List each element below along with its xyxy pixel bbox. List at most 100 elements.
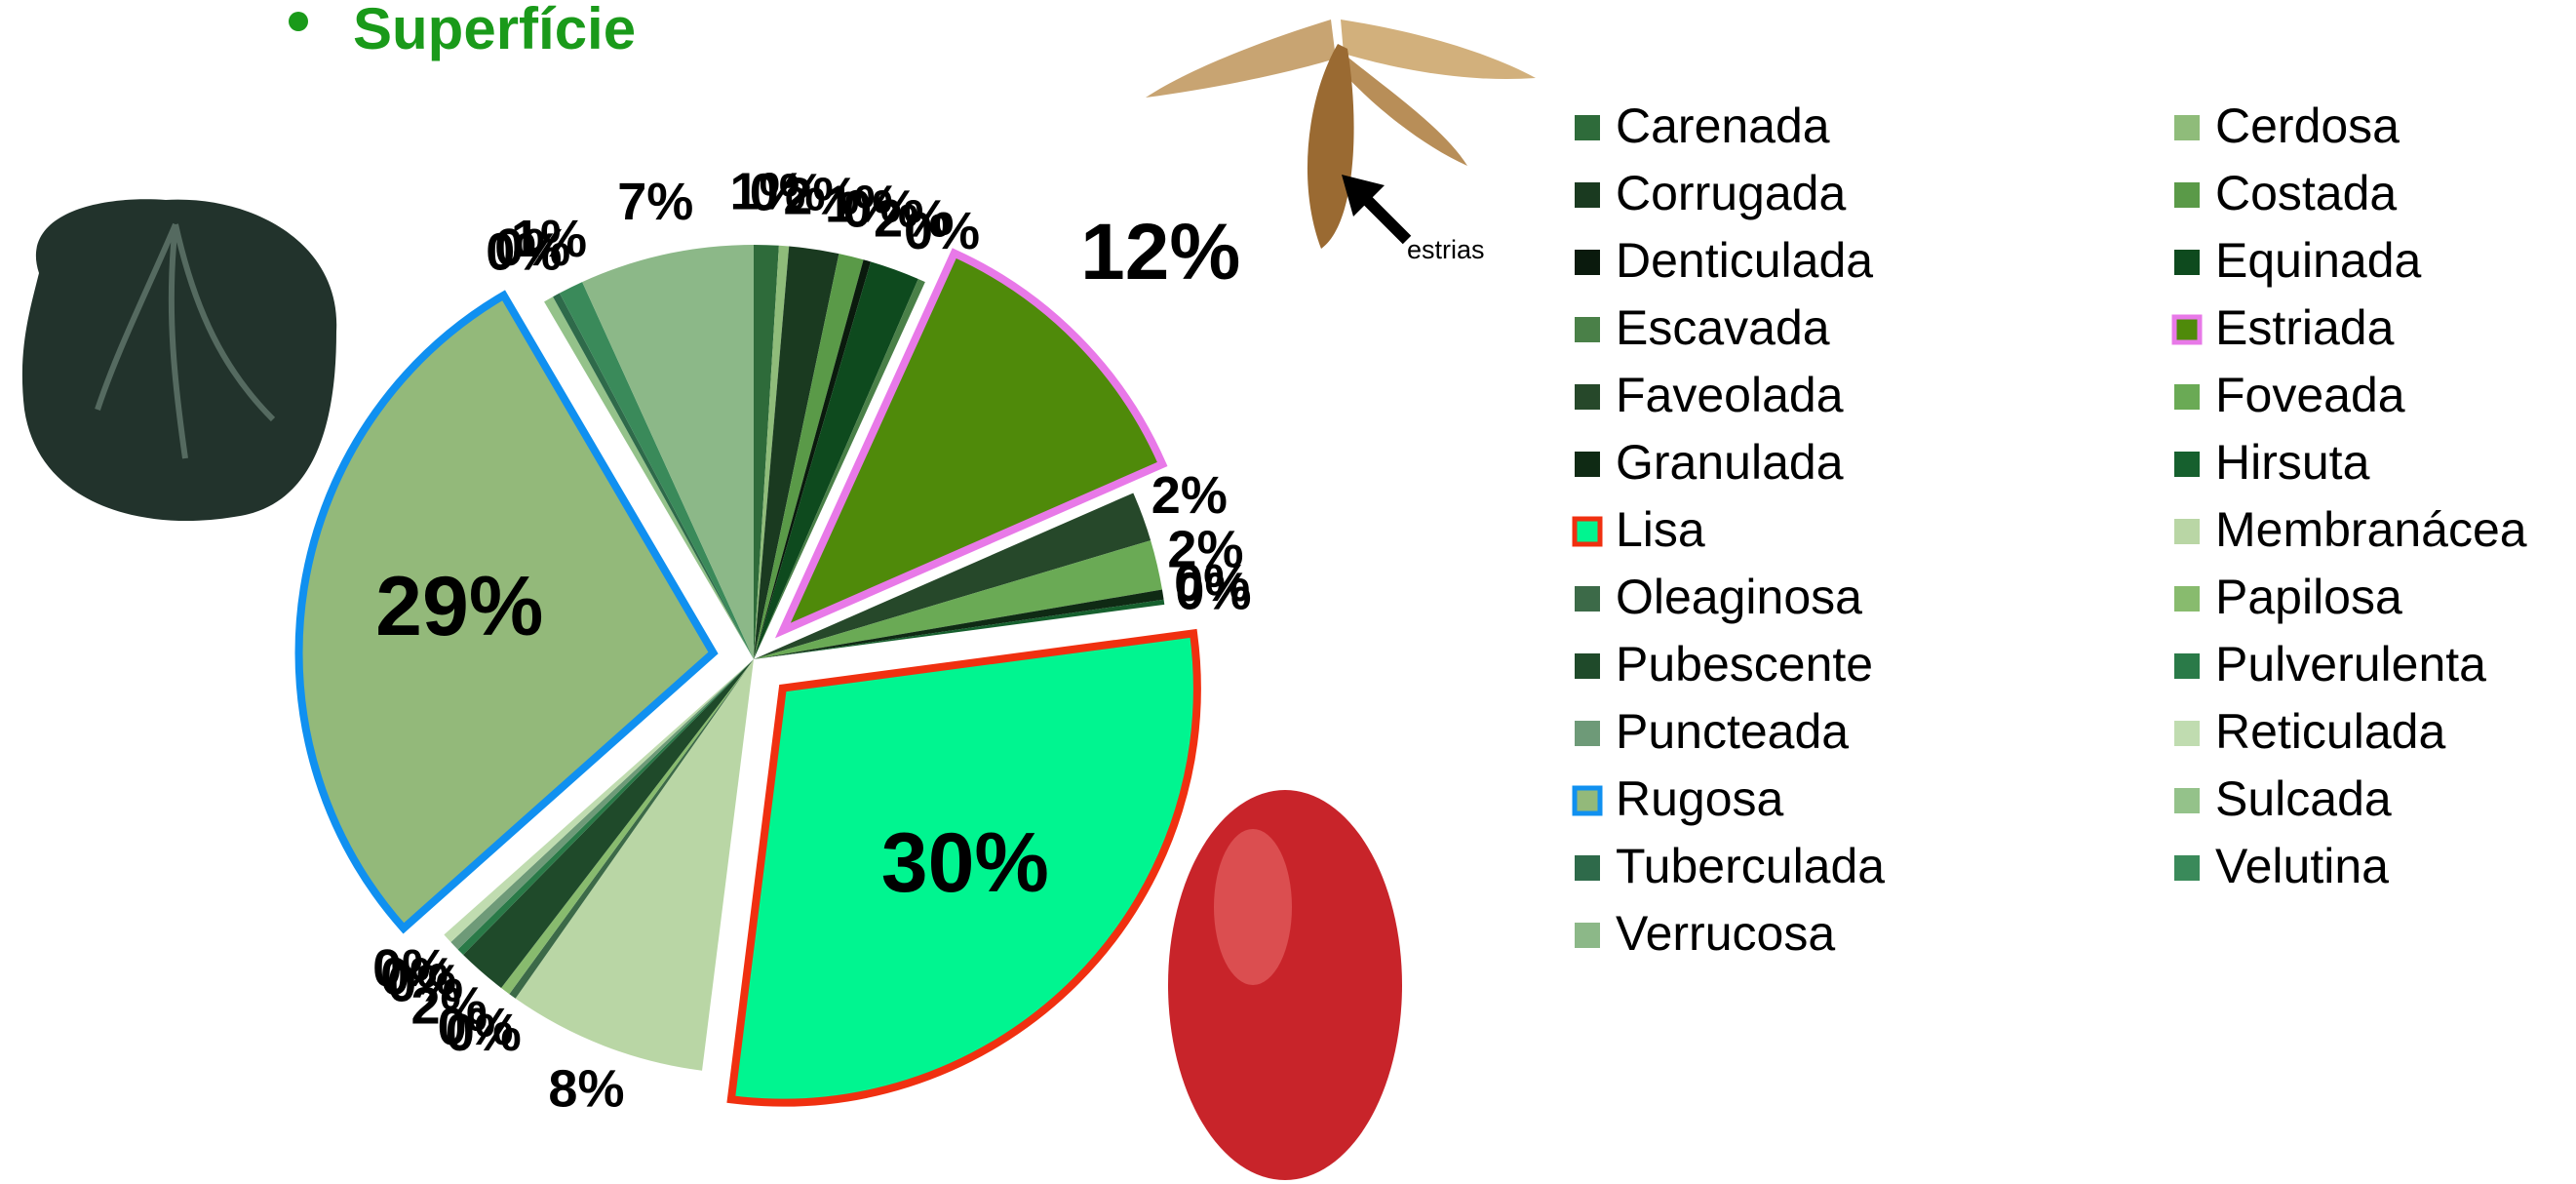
seed-wing — [1338, 49, 1467, 166]
pie-slice — [544, 296, 754, 659]
legend-label: Hirsuta — [2215, 435, 2370, 490]
legend-label: Sulcada — [2215, 771, 2392, 826]
seed-highlight — [1214, 829, 1292, 985]
pie-slice — [559, 282, 754, 659]
legend-label: Puncteada — [1616, 704, 1849, 759]
legend-label: Costada — [2215, 166, 2397, 220]
data-label: 0% — [438, 998, 514, 1056]
pie-slice — [450, 659, 754, 950]
legend-label: Pulverulenta — [2215, 637, 2486, 691]
pie-slice — [754, 245, 779, 659]
annotation: estrias — [1407, 235, 1485, 264]
legend-swatch — [2174, 788, 2200, 813]
data-label: 0% — [446, 1004, 522, 1062]
seed-image-dark — [21, 199, 337, 522]
data-label: 30% — [881, 816, 1049, 910]
data-label: 1% — [825, 176, 901, 234]
legend-swatch — [2171, 314, 2203, 345]
pie-slice — [754, 261, 918, 659]
pie — [294, 245, 1201, 1107]
legend-label: Membranácea — [2215, 502, 2527, 557]
pie-slice — [582, 245, 754, 659]
legend-swatch — [1575, 452, 1600, 477]
data-label: 0% — [494, 218, 570, 277]
seed-texture — [95, 222, 276, 459]
legend: Carenada Cerdosa Corrugada Costada Denticula… — [1572, 99, 2527, 961]
data-label: 0% — [372, 939, 449, 998]
pie-slice — [509, 659, 754, 999]
legend-swatch — [2174, 721, 2200, 746]
legend-label: Cerdosa — [2215, 99, 2400, 153]
pie-slice — [754, 259, 872, 659]
data-label: 2% — [783, 167, 859, 225]
legend-swatch — [2174, 182, 2200, 208]
legend-swatch — [1575, 721, 1600, 746]
legend-swatch — [1575, 250, 1600, 275]
pie-slice — [754, 493, 1151, 659]
legend-swatch — [1572, 516, 1603, 547]
data-label: 2% — [1167, 521, 1243, 579]
data-label: 0% — [842, 179, 918, 238]
data-label: 2% — [1151, 466, 1228, 525]
legend-label: Granulada — [1616, 435, 1844, 490]
pie-slice — [754, 254, 864, 659]
legend-label: Oleaginosa — [1616, 570, 1862, 624]
legend-swatch — [2174, 452, 2200, 477]
data-label: 0% — [904, 202, 980, 260]
legend-swatch — [2174, 519, 2200, 544]
legend-swatch — [1575, 182, 1600, 208]
pie-slice — [774, 248, 1168, 639]
legend-label: Equinada — [2215, 233, 2421, 288]
legend-swatch — [1575, 653, 1600, 679]
pie-slice — [294, 290, 719, 934]
legend-swatch — [1575, 855, 1600, 881]
legend-label: Papilosa — [2215, 570, 2402, 624]
data-label: 0% — [380, 947, 456, 1006]
seed-wing — [1341, 20, 1536, 79]
labels: 1%0%2%1%0%2%0% 12%2%2%0%0%30%8%0%0%2%0%0%… — [372, 162, 1251, 1118]
legend-label: Verrucosa — [1616, 906, 1835, 961]
seed-body — [1307, 44, 1354, 249]
legend-label: Velutina — [2215, 839, 2389, 893]
pie-slice — [515, 659, 754, 1071]
pie-slice — [444, 659, 754, 943]
chart-title: Superfície — [353, 0, 636, 61]
legend-label: Denticulada — [1616, 233, 1873, 288]
seed-image-red — [1168, 790, 1402, 1180]
data-label: 0% — [750, 164, 826, 222]
bullet — [289, 12, 308, 31]
pie-slice — [457, 659, 754, 956]
pie-slice — [726, 628, 1201, 1107]
data-label: 2% — [411, 976, 488, 1035]
pie-slice — [463, 659, 754, 989]
legend-label: Faveolada — [1616, 368, 1844, 422]
pie-slice — [754, 540, 1162, 659]
legend-swatch — [2174, 384, 2200, 410]
pie-slice — [754, 245, 790, 659]
pie-slice — [754, 589, 1164, 659]
pie-slice — [501, 659, 754, 995]
legend-label: Tuberculada — [1616, 839, 1885, 893]
legend-label: Carenada — [1616, 99, 1830, 153]
legend-swatch — [1572, 785, 1603, 816]
legend-swatch — [1575, 317, 1600, 342]
data-label: 1% — [511, 210, 587, 268]
legend-label: Lisa — [1616, 502, 1705, 557]
legend-swatch — [2174, 855, 2200, 881]
pie-slice — [754, 246, 839, 659]
data-label: 8% — [548, 1059, 624, 1118]
data-label: 2% — [874, 190, 950, 249]
legend-label: Corrugada — [1616, 166, 1846, 220]
data-label: 12% — [1080, 208, 1240, 296]
legend-swatch — [1575, 586, 1600, 612]
legend-swatch — [1575, 115, 1600, 140]
legend-swatch — [1575, 923, 1600, 948]
legend-label: Reticulada — [2215, 704, 2445, 759]
pie-slice — [754, 278, 925, 659]
data-label: 0% — [387, 955, 463, 1013]
legend-swatch — [2174, 586, 2200, 612]
legend-swatch — [2174, 250, 2200, 275]
data-label: 0% — [1175, 562, 1251, 620]
legend-label: Escavada — [1616, 300, 1830, 355]
